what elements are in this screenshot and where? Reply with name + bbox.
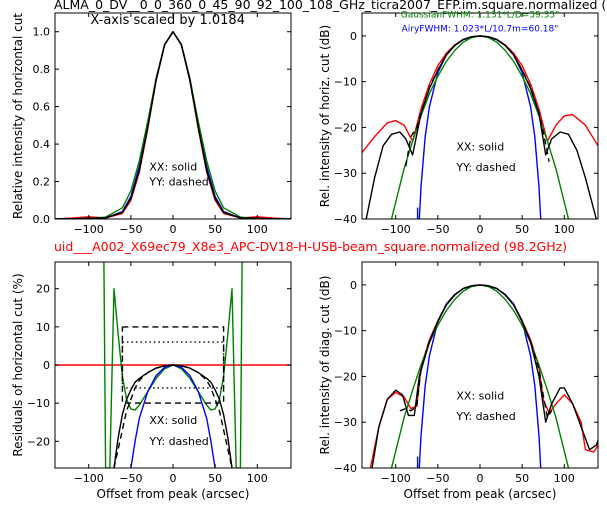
series-line-0 <box>369 284 598 468</box>
x-tick-label: 0 <box>170 223 177 236</box>
x-tick-label: 50 <box>208 223 222 236</box>
series-group <box>362 35 598 219</box>
chart-annotation: YY: dashed <box>455 161 515 174</box>
y-tick-label: 0.0 <box>33 213 51 226</box>
y-tick-label: 0.4 <box>33 138 51 151</box>
figure-title-mid: uid___A002_X69ec79_X8e3_APC-DV18-H-USB-b… <box>54 239 567 254</box>
y-axis-label: Relative intensity of horizontal cut <box>11 13 25 219</box>
x-tick-label: 50 <box>515 472 529 485</box>
chart-annotation: XX: solid <box>149 160 197 173</box>
y-tick-label: −30 <box>334 416 357 429</box>
x-tick-label: 100 <box>247 223 268 236</box>
plots-group: −100 −50 0 50 1000.00.20.40.60.81.0Relative … <box>11 11 599 501</box>
x-tick-label: −100 <box>381 223 411 236</box>
y-tick-label: 10 <box>36 321 50 334</box>
series-line-6 <box>113 364 233 468</box>
y-tick-label: −20 <box>334 121 357 134</box>
chart-annotation: XX: solid <box>149 414 197 427</box>
y-tick-label: 0.6 <box>33 101 51 114</box>
y-tick-label: 0.2 <box>33 176 51 189</box>
series-line-3 <box>365 35 597 219</box>
chart-annotation: YY: dashed <box>455 410 515 423</box>
x-axis-label: Offset from peak (arcsec) <box>404 487 557 501</box>
x-tick-label: 0 <box>477 472 484 485</box>
x-tick-label: −100 <box>74 223 104 236</box>
x-tick-label: 0 <box>170 472 177 485</box>
y-tick-label: −10 <box>27 397 50 410</box>
chart-annotation: XX: solid <box>456 140 504 153</box>
chart-annotation: GaussianFWHM: 1.131*L/D=59.35" <box>401 11 559 21</box>
series-group <box>55 31 291 219</box>
series-line-2 <box>390 284 570 468</box>
y-tick-label: 0.8 <box>33 63 51 76</box>
y-tick-label: 0 <box>350 279 357 292</box>
y-tick-label: −10 <box>334 76 357 89</box>
y-tick-label: −20 <box>334 370 357 383</box>
series-group <box>369 284 598 468</box>
x-tick-label: 100 <box>554 223 575 236</box>
series-line-1 <box>55 31 291 219</box>
series-line-4 <box>405 35 550 167</box>
x-tick-label: −100 <box>381 472 411 485</box>
y-tick-label: −10 <box>334 325 357 338</box>
series-line-4 <box>399 284 553 419</box>
x-tick-label: −50 <box>119 223 142 236</box>
chart-annotation: YY: dashed <box>148 175 208 188</box>
x-tick-label: −50 <box>119 472 142 485</box>
y-tick-label: 20 <box>36 283 50 296</box>
series-line-4 <box>55 31 291 219</box>
series-line-1 <box>418 284 542 468</box>
series-line-1 <box>418 35 542 219</box>
y-tick-label: 1.0 <box>33 26 51 39</box>
y-tick-label: 0 <box>43 359 50 372</box>
series-line-3 <box>113 364 233 468</box>
chart-annotation: X-axis scaled by 1.0184 <box>90 13 245 28</box>
x-tick-label: 50 <box>208 472 222 485</box>
y-tick-label: 0 <box>350 30 357 43</box>
y-axis-label: Rel. intensity of diag. cut (dB) <box>318 276 332 455</box>
axes-frame <box>361 261 599 469</box>
y-tick-label: −20 <box>27 435 50 448</box>
x-axis-label: Offset from peak (arcsec) <box>97 487 250 501</box>
chart-horizontal-cut: −100 −50 0 50 100 0.0 0.2 0.4 0.6 0.8 1.0 Relative … <box>11 12 292 236</box>
x-tick-label: 100 <box>247 472 268 485</box>
series-line-3 <box>371 284 598 468</box>
x-tick-label: 50 <box>515 223 529 236</box>
x-tick-label: −50 <box>426 472 449 485</box>
axes-frame <box>361 12 599 220</box>
y-tick-label: −40 <box>334 213 357 226</box>
y-tick-label: −40 <box>334 462 357 475</box>
y-axis-label: Residuals of horizontal cut (%) <box>11 273 25 456</box>
x-tick-label: −50 <box>426 223 449 236</box>
y-axis-label: Rel. intensity of horiz. cut (dB) <box>318 25 332 207</box>
series-line-2 <box>55 31 291 219</box>
series-line-0 <box>362 35 598 154</box>
figure-title-top: ALMA_0_DV__0_0_360_0_45_90_92_100_108_GH… <box>54 0 606 12</box>
series-line-3 <box>55 31 291 219</box>
series-line-4 <box>121 326 225 404</box>
x-tick-label: 100 <box>554 472 575 485</box>
y-tick-label: −30 <box>334 167 357 180</box>
series-group <box>55 262 291 468</box>
chart-annotation: YY: dashed <box>148 435 208 448</box>
x-tick-label: 0 <box>477 223 484 236</box>
chart-annotation: AiryFWHM: 1.023*L/10.7m=60.18" <box>402 24 559 34</box>
chart-annotation: XX: solid <box>456 389 504 402</box>
series-line-0 <box>55 31 291 219</box>
x-tick-label: −100 <box>74 472 104 485</box>
